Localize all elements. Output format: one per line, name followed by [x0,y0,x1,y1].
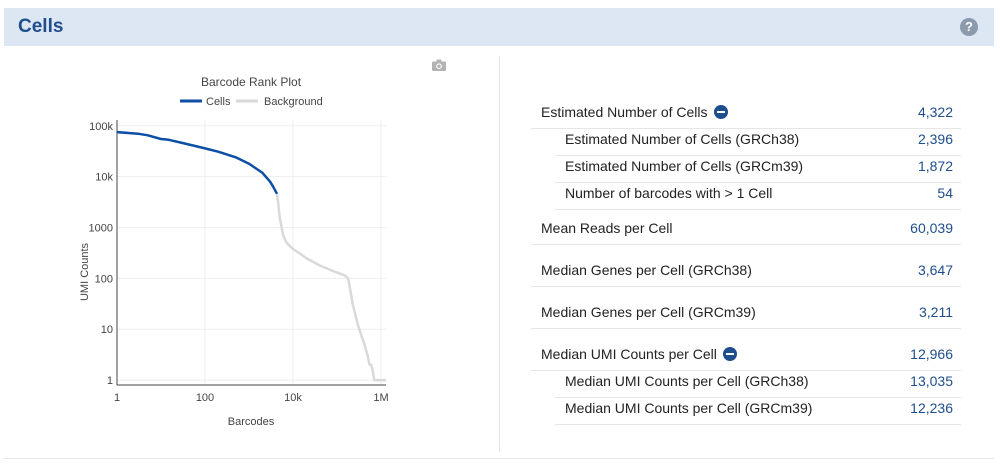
chart-series [116,130,386,382]
y-tick-label: 1000 [89,223,113,235]
metric-row: Median Genes per Cell (GRCm39) 3,211 [531,287,961,329]
metric-row: Median UMI Counts per Cell (GRCm39) 12,23… [555,398,961,425]
metric-value: 4,322 [917,104,953,120]
series-line-cells [116,130,279,195]
x-tick-label: 1 [114,392,120,404]
chart-grid [116,120,386,385]
metric-label-text: Median UMI Counts per Cell (GRCh38) [565,373,809,389]
metric-label: Estimated Number of Cells [541,104,728,120]
metric-row: Number of barcodes with > 1 Cell 54 [555,183,961,210]
metric-label-text: Mean Reads per Cell [541,220,673,236]
y-tick-label: 1 [107,375,113,387]
metric-value: 12,966 [910,346,953,362]
metric-label: Median UMI Counts per Cell (GRCm39) [565,400,812,416]
metric-label: Mean Reads per Cell [541,220,673,236]
chart-title: Barcode Rank Plot [201,75,302,89]
metric-label-text: Estimated Number of Cells (GRCh38) [565,131,800,147]
metric-label-text: Median Genes per Cell (GRCm39) [541,304,756,320]
metric-value: 1,872 [917,158,953,174]
section-title: Cells [18,16,64,37]
metric-row: Estimated Number of Cells (GRCm39) 1,872 [555,156,961,183]
chart-legend: Cells Background [180,96,323,108]
metric-label: Estimated Number of Cells (GRCm39) [565,158,803,174]
metric-label-text: Median Genes per Cell (GRCh38) [541,262,752,278]
chart-axes: 1 100 10k 1M 1 10 100 1000 10k 100k [89,120,389,404]
metric-label-text: Estimated Number of Cells (GRCm39) [565,158,804,174]
metric-value: 60,039 [910,220,953,236]
metric-row: Estimated Number of Cells 4,322 [531,94,961,129]
metric-label: Estimated Number of Cells (GRCh38) [565,131,799,147]
minus-circle-icon[interactable] [722,347,737,361]
metric-label-text: Median UMI Counts per Cell [541,346,717,362]
y-axis-label: UMI Counts [79,242,91,301]
help-circle-icon[interactable]: ? [960,18,978,36]
column-divider [499,56,500,452]
metric-row: Median UMI Counts per Cell 12,966 [531,329,961,371]
x-tick-label: 1M [373,392,388,404]
metric-value: 3,211 [919,304,953,320]
section-bottom-border [4,458,994,459]
y-tick-label: 100k [89,121,113,133]
metric-label-text: Number of barcodes with > 1 Cell [565,185,773,201]
metric-value: 54 [937,185,953,201]
metric-label-text: Estimated Number of Cells [541,104,708,120]
x-tick-label: 10k [284,392,302,404]
metric-value: 13,035 [910,373,953,389]
metric-value: 2,396 [917,131,953,147]
metric-value: 12,236 [910,400,953,416]
metric-label: Median Genes per Cell (GRCh38) [541,262,752,278]
metric-label: Median Genes per Cell (GRCm39) [541,304,756,320]
metrics-table: Estimated Number of Cells 4,322 Estimated … [531,94,961,425]
y-tick-label: 10k [95,172,113,184]
metric-label: Median UMI Counts per Cell [541,346,737,362]
minus-circle-icon[interactable] [713,105,728,119]
section-header: Cells ? [4,8,994,46]
metric-label: Median UMI Counts per Cell (GRCh38) [565,373,809,389]
y-tick-label: 100 [95,273,113,285]
y-tick-label: 10 [101,324,113,336]
legend-background[interactable]: Background [264,96,323,108]
barcode-rank-plot: Barcode Rank Plot Cells Background 1 100 1… [79,75,389,428]
x-axis-label: Barcodes [228,416,275,428]
metric-row: Estimated Number of Cells (GRCh38) 2,396 [555,129,961,156]
metric-label-text: Median UMI Counts per Cell (GRCm39) [565,400,813,416]
legend-cells[interactable]: Cells [206,96,231,108]
metric-value: 3,647 [917,262,953,278]
metric-row: Median Genes per Cell (GRCh38) 3,647 [531,245,961,287]
camera-icon[interactable] [432,59,446,71]
metric-label: Number of barcodes with > 1 Cell [565,185,772,201]
metric-row: Median UMI Counts per Cell (GRCh38) 13,03… [555,371,961,398]
metric-row: Mean Reads per Cell 60,039 [531,210,961,245]
x-tick-label: 100 [196,392,214,404]
series-line-background [275,193,386,382]
